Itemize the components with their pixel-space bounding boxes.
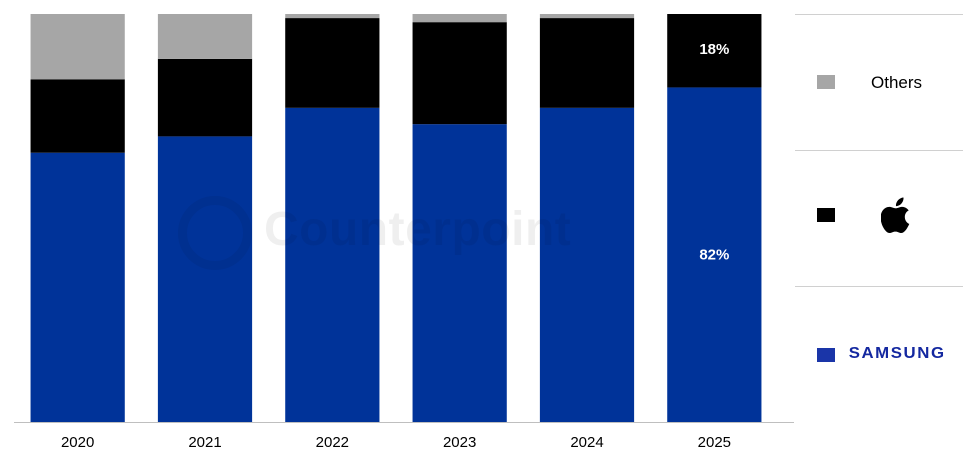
- legend-item-apple: [795, 195, 963, 239]
- x-tick-label-2022: 2022: [316, 434, 349, 451]
- bar-apple-2025: [667, 14, 762, 88]
- legend-swatch-apple: [817, 208, 835, 222]
- bar-apple-2022: [285, 18, 380, 108]
- bar-samsung-2023: [412, 124, 507, 422]
- bar-samsung-2025: [667, 87, 762, 422]
- legend-label-others: Others: [871, 73, 923, 92]
- x-tick-label-2023: 2023: [443, 434, 476, 451]
- bar-samsung-2021: [157, 136, 253, 422]
- bar-others-2024: [539, 14, 635, 19]
- bar-apple-2020: [30, 79, 125, 153]
- bar-others-2022: [285, 14, 380, 19]
- x-tick-label-2024: 2024: [570, 434, 603, 451]
- legend-divider: [795, 150, 963, 151]
- samsung-logo-wordmark: SAMSUNG: [848, 345, 946, 362]
- legend-swatch-others: [817, 75, 835, 89]
- apple-logo-icon: [881, 197, 910, 233]
- bar-samsung-2024: [539, 107, 635, 422]
- bar-samsung-2020: [30, 152, 125, 422]
- bar-others-2023: [412, 14, 507, 23]
- x-tick-label-2020: 2020: [61, 434, 94, 451]
- bar-apple-2021: [157, 58, 253, 137]
- legend-swatch-samsung: [817, 348, 835, 362]
- data-label-samsung-2025: 82%: [699, 247, 729, 264]
- bar-others-2021: [157, 14, 253, 59]
- x-tick-label-2021: 2021: [188, 434, 221, 451]
- legend-item-others: Others: [795, 70, 963, 100]
- bar-apple-2024: [539, 18, 635, 108]
- bar-apple-2023: [412, 22, 507, 125]
- x-tick-label-2025: 2025: [698, 434, 731, 451]
- bar-samsung-2022: [285, 107, 380, 422]
- legend-divider: [795, 14, 963, 15]
- data-label-apple-2025: 18%: [699, 41, 729, 58]
- legend-item-samsung: SAMSUNG: [795, 343, 963, 367]
- legend-divider: [795, 286, 963, 287]
- bar-others-2020: [30, 14, 125, 80]
